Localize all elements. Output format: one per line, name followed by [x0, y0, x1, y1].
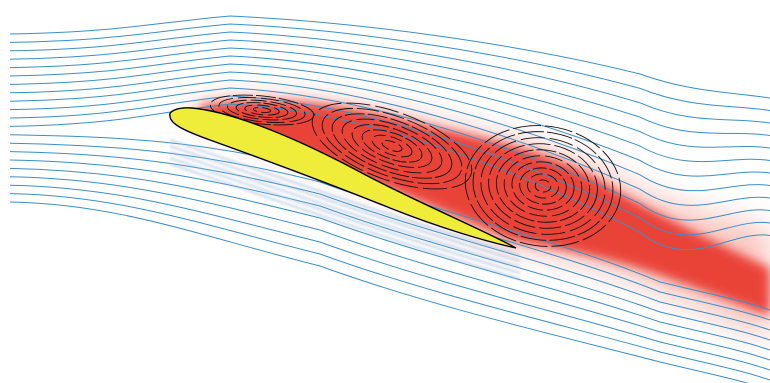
- streamline-shadow: [169, 162, 521, 281]
- streamline: [9, 39, 770, 136]
- separated-wake: [190, 97, 770, 340]
- streamline-shadow-band: [169, 138, 521, 281]
- streamline: [9, 184, 770, 371]
- vortex-ring: [519, 167, 567, 205]
- streamline: [9, 55, 770, 163]
- vortex-ring: [464, 125, 622, 247]
- streamline: [9, 47, 770, 149]
- streamline: [9, 71, 770, 192]
- vortex-ring: [371, 134, 413, 158]
- vortex-ring: [381, 140, 403, 152]
- vortex-ring: [351, 124, 433, 168]
- vortex-field: [209, 94, 622, 247]
- streamline: [9, 23, 770, 111]
- vortex-ring: [321, 107, 463, 185]
- vortex-core-2: [311, 102, 473, 190]
- vortex-ring: [361, 129, 423, 163]
- vortex-ring: [341, 118, 443, 174]
- vortex-ring: [235, 102, 289, 118]
- streamline-shadow: [169, 138, 521, 257]
- streamline: [9, 15, 770, 99]
- streamline-shadow: [169, 144, 521, 263]
- vortex-ring: [227, 99, 297, 121]
- streamline: [9, 31, 770, 124]
- vortex-ring: [472, 131, 614, 241]
- vortex-ring: [480, 137, 606, 235]
- vortex-ring: [244, 104, 280, 116]
- streamline: [9, 159, 770, 341]
- streamline: [9, 193, 770, 381]
- vortex-ring: [511, 161, 575, 211]
- streamline: [9, 167, 770, 351]
- vortex-ring: [534, 179, 552, 193]
- streamline-shadow: [169, 150, 521, 269]
- streamline: [9, 176, 770, 361]
- streamline: [9, 63, 770, 177]
- freestream-streamlines: [9, 15, 770, 383]
- vortex-ring: [311, 102, 473, 190]
- vortex-ring: [527, 173, 559, 199]
- streamline-shadow: [169, 156, 521, 275]
- vortex-ring: [252, 107, 272, 113]
- streamline: [9, 95, 770, 236]
- vortex-ring: [331, 113, 453, 179]
- streamline: [9, 151, 770, 331]
- vortex-core-3: [464, 125, 622, 247]
- streamline: [9, 79, 770, 206]
- vortex-ring: [503, 155, 583, 217]
- vortex-ring: [488, 143, 598, 229]
- streamline: [9, 87, 770, 221]
- vortex-ring: [495, 149, 591, 223]
- airfoil: [169, 107, 517, 249]
- vortex-ring: [218, 97, 306, 123]
- streamline: [9, 201, 749, 383]
